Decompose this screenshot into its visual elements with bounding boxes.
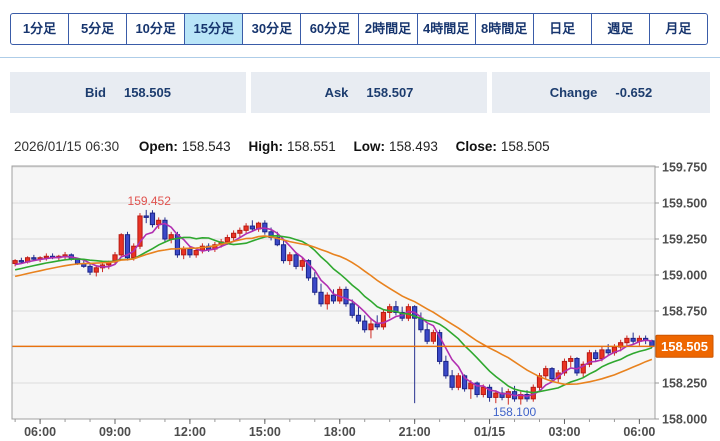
svg-text:158.250: 158.250	[662, 377, 707, 391]
open-readout: Open: 158.543	[138, 139, 231, 154]
tab-8h[interactable]: 8時間足	[476, 14, 534, 44]
svg-text:158.750: 158.750	[662, 305, 707, 319]
svg-text:09:00: 09:00	[99, 425, 131, 439]
session-high-annotation: 159.452	[128, 194, 172, 208]
svg-text:21:00: 21:00	[399, 425, 431, 439]
ask-label: Ask	[324, 85, 349, 100]
timeframe-tabbar: 1分足 5分足 10分足 15分足 30分足 60分足 2時間足 4時間足 8時間足 日足 週足 月足	[10, 13, 708, 45]
tab-10min[interactable]: 10分足	[127, 14, 186, 44]
moving-average-lines	[14, 222, 653, 398]
candlestick-chart: 159.750 159.500 159.250 159.000 158.750 158.5…	[11, 161, 714, 439]
ask-value: 158.507	[366, 85, 414, 100]
tab-1d[interactable]: 日足	[534, 14, 592, 44]
svg-text:03:00: 03:00	[548, 425, 580, 439]
tab-1w[interactable]: 週足	[592, 14, 650, 44]
tab-15min[interactable]: 15分足	[185, 14, 244, 44]
svg-text:159.000: 159.000	[662, 269, 707, 283]
change-value: -0.652	[615, 85, 653, 100]
session-low-annotation: 158.100	[493, 405, 537, 419]
change-label: Change	[549, 85, 598, 100]
svg-text:159.750: 159.750	[662, 161, 707, 175]
svg-text:06:00: 06:00	[24, 425, 56, 439]
separator-line	[0, 57, 720, 58]
current-price-label: 158.505	[655, 334, 714, 358]
svg-text:158.505: 158.505	[661, 339, 708, 354]
svg-text:12:00: 12:00	[174, 425, 206, 439]
tab-2h[interactable]: 2時間足	[359, 14, 418, 44]
bid-panel: Bid 158.505	[10, 72, 246, 113]
svg-text:06:00: 06:00	[623, 425, 655, 439]
bid-value: 158.505	[123, 85, 171, 100]
change-panel: Change -0.652	[492, 72, 710, 113]
tab-4h[interactable]: 4時間足	[418, 14, 476, 44]
time-axis: 06:00 09:00 12:00 15:00 18:00 21:00 01/15 03:00…	[14, 419, 655, 439]
close-readout: Close: 158.505	[455, 139, 550, 154]
price-axis: 159.750 159.500 159.250 159.000 158.750 158.5…	[655, 161, 707, 427]
svg-text:01/15: 01/15	[474, 425, 505, 439]
plot-border	[11, 165, 656, 420]
ma-5-line	[14, 222, 653, 398]
svg-text:158.000: 158.000	[662, 413, 707, 427]
candle-datetime: 2026/01/15 06:30	[14, 139, 120, 154]
bid-label: Bid	[85, 85, 106, 100]
ask-panel: Ask 158.507	[251, 72, 487, 113]
ohlc-readout: 2026/01/15 06:30 Open: 158.543 High: 158.5…	[14, 139, 564, 154]
svg-text:18:00: 18:00	[324, 425, 356, 439]
tab-1min[interactable]: 1分足	[11, 14, 70, 44]
low-readout: Low: 158.493	[353, 139, 438, 154]
high-readout: High: 158.551	[248, 139, 336, 154]
tab-60min[interactable]: 60分足	[301, 14, 360, 44]
tab-30min[interactable]: 30分足	[243, 14, 302, 44]
ma-21-line	[14, 235, 653, 386]
tab-1mo[interactable]: 月足	[665, 21, 692, 36]
quote-bar: Bid 158.505 Ask 158.507 Change -0.652	[0, 72, 720, 113]
svg-text:15:00: 15:00	[249, 425, 281, 439]
svg-text:159.250: 159.250	[662, 233, 707, 247]
tab-5min[interactable]: 5分足	[69, 14, 128, 44]
svg-text:159.500: 159.500	[662, 197, 707, 211]
